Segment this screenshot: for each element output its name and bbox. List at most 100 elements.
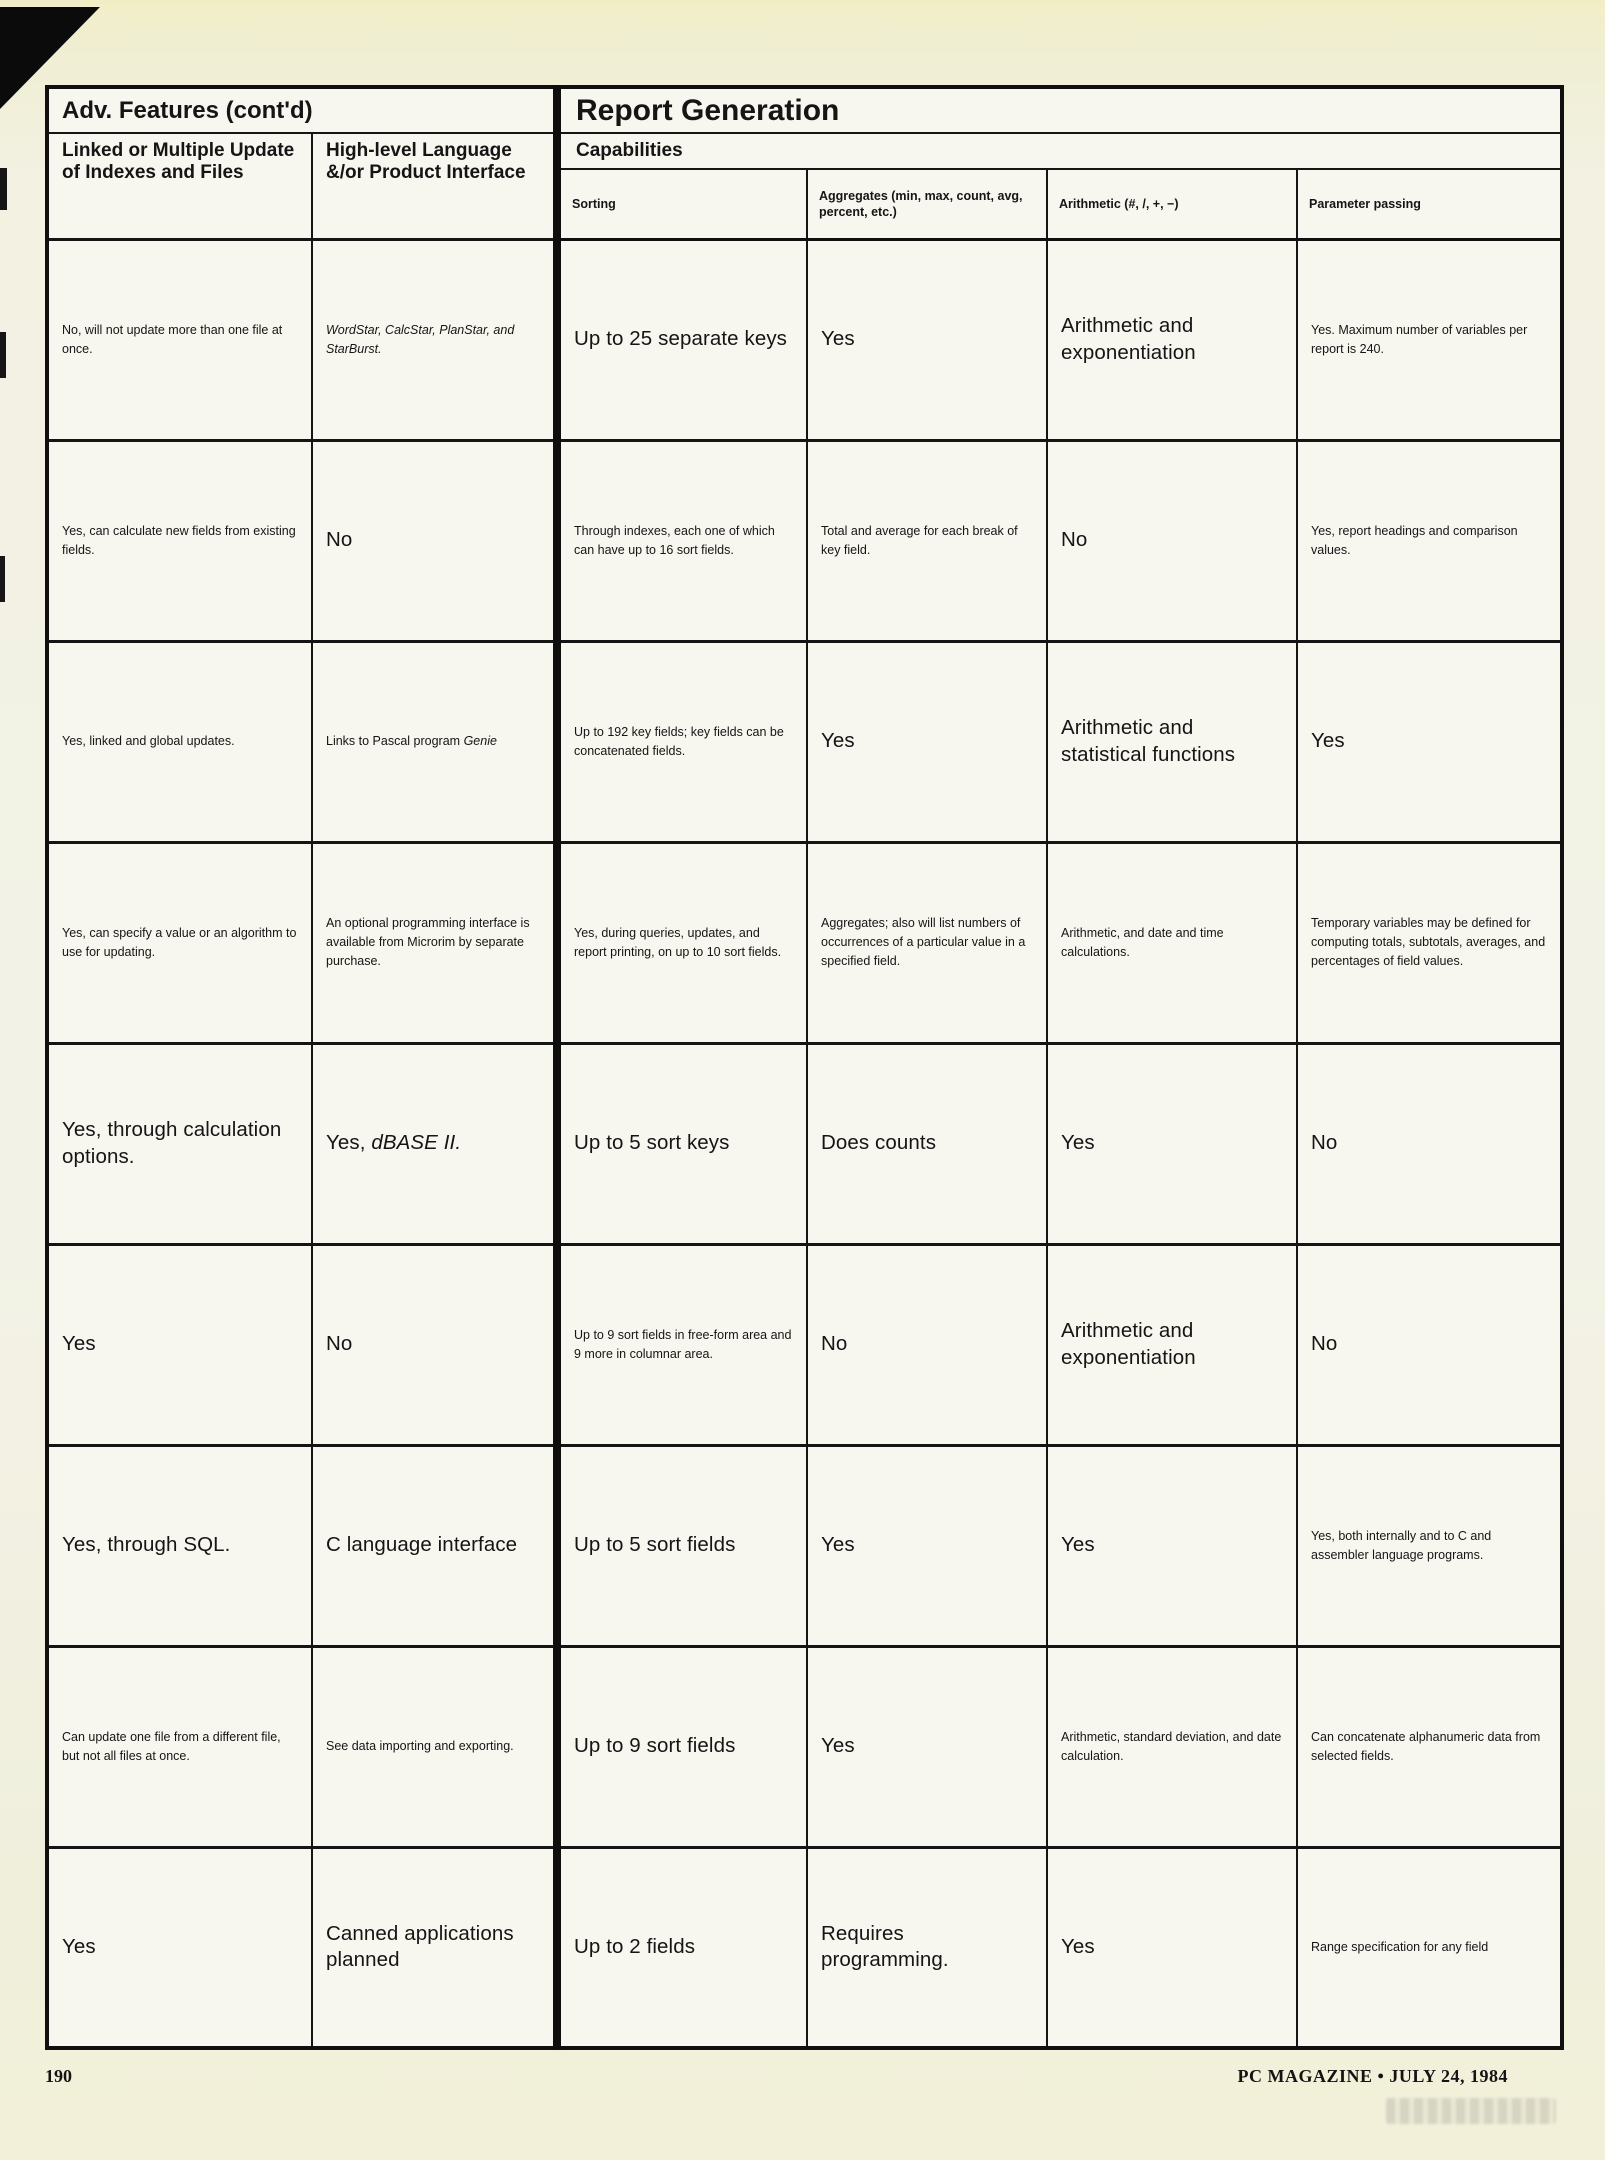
cell-r9-parameter-passing: Range specification for any field: [1296, 1845, 1563, 2050]
cell-text: No: [1061, 528, 1088, 552]
cell-text: C language interface: [326, 1533, 518, 1557]
table-row: Yes, through SQL. C language interface Up …: [46, 1443, 1563, 1648]
cell-r4-parameter-passing: Temporary variables may be defined for c…: [1296, 840, 1563, 1045]
cell-r2-aggregates: Total and average for each break of key …: [806, 438, 1048, 643]
cell-text: Yes, through calculation options.: [62, 1118, 282, 1168]
cell-text: Arithmetic and exponentiation: [1061, 314, 1196, 364]
cell-text: Yes: [821, 729, 855, 753]
cell-r6-language-interface: No: [311, 1242, 558, 1447]
cell-text: Yes, during queries, updates, and report…: [574, 925, 782, 959]
cell-text: Yes: [1311, 729, 1345, 753]
cell-r2-sorting: Through indexes, each one of which can h…: [553, 438, 808, 643]
cell-text: Up to 5 sort keys: [574, 1131, 730, 1155]
cell-text: Yes: [1061, 1533, 1095, 1557]
cell-text: Up to 25 separate keys: [574, 327, 788, 351]
subheader-row: Linked or Multiple Update of Indexes and…: [46, 132, 1563, 240]
cell-r8-arithmetic: Arithmetic, standard deviation, and date…: [1046, 1644, 1298, 1849]
cell-text: Yes, linked and global updates.: [62, 734, 235, 749]
capabilities-label: Capabilities: [553, 132, 1563, 170]
table-row: Yes Canned applications planned Up to 2 fi…: [46, 1845, 1563, 2050]
cell-text: Total and average for each break of key …: [821, 523, 1018, 557]
cell-r3-parameter-passing: Yes: [1296, 639, 1563, 844]
capability-column-header-parameter-passing: Parameter passing: [1296, 168, 1563, 241]
table-row: Yes, can calculate new fields from exist…: [46, 438, 1563, 643]
cell-text: Yes, report headings and comparison valu…: [1311, 523, 1518, 557]
cell-text: Yes, both internally and to C and assemb…: [1311, 1528, 1492, 1562]
cell-r9-aggregates: Requires programming.: [806, 1845, 1048, 2050]
cell-text: Up to 9 sort fields: [574, 1734, 736, 1758]
cell-text: Yes, can calculate new fields from exist…: [62, 523, 296, 557]
cell-r5-aggregates: Does counts: [806, 1041, 1048, 1246]
cell-r4-arithmetic: Arithmetic, and date and time calculatio…: [1046, 840, 1298, 1045]
cell-text: Arithmetic and exponentiation: [1061, 1319, 1196, 1369]
cell-text: Yes, can specify a value or an algorithm…: [62, 925, 297, 959]
cell-r1-language-interface: WordStar, CalcStar, PlanStar, and StarBu…: [311, 237, 558, 442]
cell-text: Does counts: [821, 1131, 937, 1155]
section-title-row: Adv. Features (cont'd) Report Generation: [46, 86, 1563, 134]
scan-edge-mark: [0, 332, 6, 378]
cell-text: Arithmetic and statistical functions: [1061, 716, 1236, 766]
cell-text: No: [1311, 1332, 1338, 1356]
cell-r5-parameter-passing: No: [1296, 1041, 1563, 1246]
cell-r9-linked-update: Yes: [46, 1845, 313, 2050]
cell-r8-language-interface: See data importing and exporting.: [311, 1644, 558, 1849]
table-row: Yes, through calculation options. Yes, dB…: [46, 1041, 1563, 1246]
capability-column-header-arithmetic: Arithmetic (#, /, +, −): [1046, 168, 1298, 241]
cell-r7-linked-update: Yes, through SQL.: [46, 1443, 313, 1648]
cell-r4-sorting: Yes, during queries, updates, and report…: [553, 840, 808, 1045]
cell-text: Range specification for any field: [1311, 1939, 1489, 1954]
cell-text: Up to 192 key fields; key fields can be …: [574, 724, 784, 758]
cell-r5-sorting: Up to 5 sort keys: [553, 1041, 808, 1246]
capability-column-header-aggregates: Aggregates (min, max, count, avg, percen…: [806, 168, 1048, 241]
cell-r1-parameter-passing: Yes. Maximum number of variables per rep…: [1296, 237, 1563, 442]
cell-text: Requires programming.: [821, 1922, 949, 1972]
cell-text: WordStar, CalcStar, PlanStar, and StarBu…: [326, 322, 515, 356]
cell-r7-aggregates: Yes: [806, 1443, 1048, 1648]
cell-r8-sorting: Up to 9 sort fields: [553, 1644, 808, 1849]
cell-text: Yes, through SQL.: [62, 1533, 231, 1557]
cell-r8-aggregates: Yes: [806, 1644, 1048, 1849]
cell-r3-aggregates: Yes: [806, 639, 1048, 844]
cell-r8-parameter-passing: Can concatenate alphanumeric data from s…: [1296, 1644, 1563, 1849]
cell-text: Temporary variables may be defined for c…: [1311, 916, 1546, 968]
cell-r2-arithmetic: No: [1046, 438, 1298, 643]
table-row: Yes, can specify a value or an algorithm…: [46, 840, 1563, 1045]
cell-text: Yes,: [326, 1131, 372, 1155]
cell-text: Arithmetic, standard deviation, and date…: [1061, 1729, 1282, 1763]
cell-r9-arithmetic: Yes: [1046, 1845, 1298, 2050]
table-row: Can update one file from a different fil…: [46, 1644, 1563, 1849]
column-header-linked-update: Linked or Multiple Update of Indexes and…: [46, 132, 313, 240]
cell-text: Up to 9 sort fields in free-form area an…: [574, 1327, 792, 1361]
cell-r6-sorting: Up to 9 sort fields in free-form area an…: [553, 1242, 808, 1447]
cell-r4-language-interface: An optional programming interface is ava…: [311, 840, 558, 1045]
cell-r4-linked-update: Yes, can specify a value or an algorithm…: [46, 840, 313, 1045]
cell-text: Canned applications planned: [326, 1922, 514, 1972]
cell-r7-language-interface: C language interface: [311, 1443, 558, 1648]
table-row: No, will not update more than one file a…: [46, 237, 1563, 442]
cell-r1-aggregates: Yes: [806, 237, 1048, 442]
cell-r3-language-interface: Links to Pascal program Genie: [311, 639, 558, 844]
cell-text: Yes: [62, 1332, 96, 1356]
cell-r7-parameter-passing: Yes, both internally and to C and assemb…: [1296, 1443, 1563, 1648]
cell-r1-arithmetic: Arithmetic and exponentiation: [1046, 237, 1298, 442]
table-row: Yes No Up to 9 sort fields in free-form ar…: [46, 1242, 1563, 1447]
cell-r9-sorting: Up to 2 fields: [553, 1845, 808, 2050]
scan-edge-mark: [0, 556, 5, 602]
section-title-adv-features: Adv. Features (cont'd): [46, 86, 558, 134]
cell-text: Arithmetic, and date and time calculatio…: [1061, 925, 1224, 959]
magazine-credit: PC MAGAZINE • JULY 24, 1984: [1237, 2066, 1508, 2086]
cell-text: See data importing and exporting.: [326, 1739, 514, 1754]
scan-smudge: [1386, 2098, 1556, 2124]
cell-r5-language-interface: Yes, dBASE II.: [311, 1041, 558, 1246]
cell-text: No: [821, 1332, 848, 1356]
capability-columns-row: Sorting Aggregates (min, max, count, avg,…: [47, 168, 1563, 241]
cell-text: dBASE II.: [371, 1131, 462, 1155]
section-title-report-generation: Report Generation: [553, 86, 1563, 134]
cell-r2-linked-update: Yes, can calculate new fields from exist…: [46, 438, 313, 643]
cell-text: Aggregates; also will list numbers of oc…: [821, 916, 1026, 968]
cell-text: Can update one file from a different fil…: [62, 1729, 281, 1763]
cell-r6-parameter-passing: No: [1296, 1242, 1563, 1447]
cell-r3-arithmetic: Arithmetic and statistical functions: [1046, 639, 1298, 844]
cell-text: Up to 2 fields: [574, 1935, 696, 1959]
